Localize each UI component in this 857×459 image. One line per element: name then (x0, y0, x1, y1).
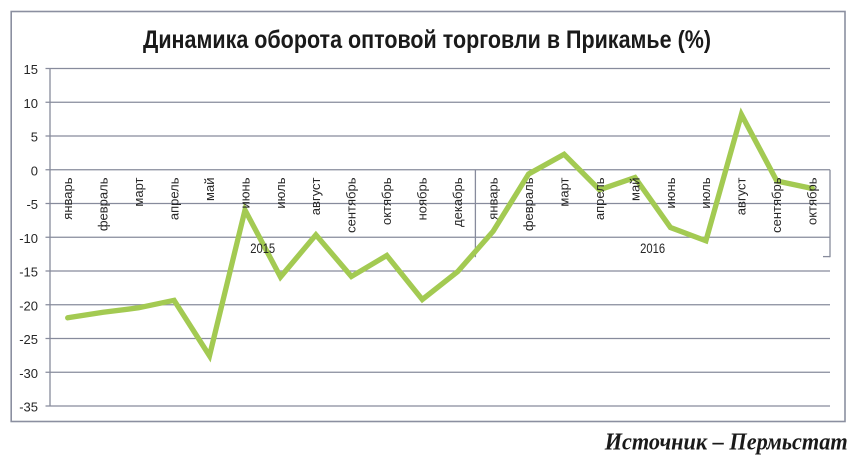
svg-text:-10: -10 (19, 231, 38, 246)
svg-text:10: 10 (24, 96, 38, 111)
svg-text:август: август (308, 177, 323, 215)
svg-text:июнь: июнь (237, 177, 252, 208)
svg-text:октябрь: октябрь (805, 177, 820, 225)
svg-text:15: 15 (24, 62, 38, 77)
svg-text:-5: -5 (26, 197, 38, 212)
svg-text:сентябрь: сентябрь (344, 177, 359, 233)
svg-text:март: март (556, 177, 571, 206)
svg-text:апрель: апрель (166, 177, 181, 220)
svg-text:август: август (734, 177, 749, 215)
svg-text:-30: -30 (19, 366, 38, 381)
svg-text:0: 0 (31, 163, 38, 178)
svg-text:март: март (131, 177, 146, 206)
svg-text:-35: -35 (19, 400, 38, 415)
svg-text:февраль: февраль (521, 177, 536, 231)
svg-text:октябрь: октябрь (379, 177, 394, 225)
svg-text:-20: -20 (19, 298, 38, 313)
svg-text:февраль: февраль (95, 177, 110, 231)
svg-text:ноябрь: ноябрь (415, 177, 430, 220)
svg-text:Динамика оборота оптовой торго: Динамика оборота оптовой торговли в Прик… (143, 26, 711, 54)
svg-text:июнь: июнь (663, 177, 678, 208)
svg-text:июль: июль (273, 177, 288, 208)
svg-text:-15: -15 (19, 265, 38, 280)
svg-text:2015: 2015 (250, 241, 275, 256)
svg-text:январь: январь (60, 177, 75, 219)
svg-text:апрель: апрель (592, 177, 607, 220)
svg-text:5: 5 (31, 130, 38, 145)
svg-text:январь: январь (485, 177, 500, 219)
svg-text:Источник – Пермьстат: Источник – Пермьстат (604, 429, 848, 455)
svg-text:декабрь: декабрь (450, 177, 465, 227)
svg-text:май: май (202, 178, 217, 201)
svg-text:май: май (627, 178, 642, 201)
svg-text:июль: июль (698, 177, 713, 208)
svg-text:сентябрь: сентябрь (769, 177, 784, 233)
svg-text:2016: 2016 (640, 241, 665, 256)
svg-text:-25: -25 (19, 332, 38, 347)
